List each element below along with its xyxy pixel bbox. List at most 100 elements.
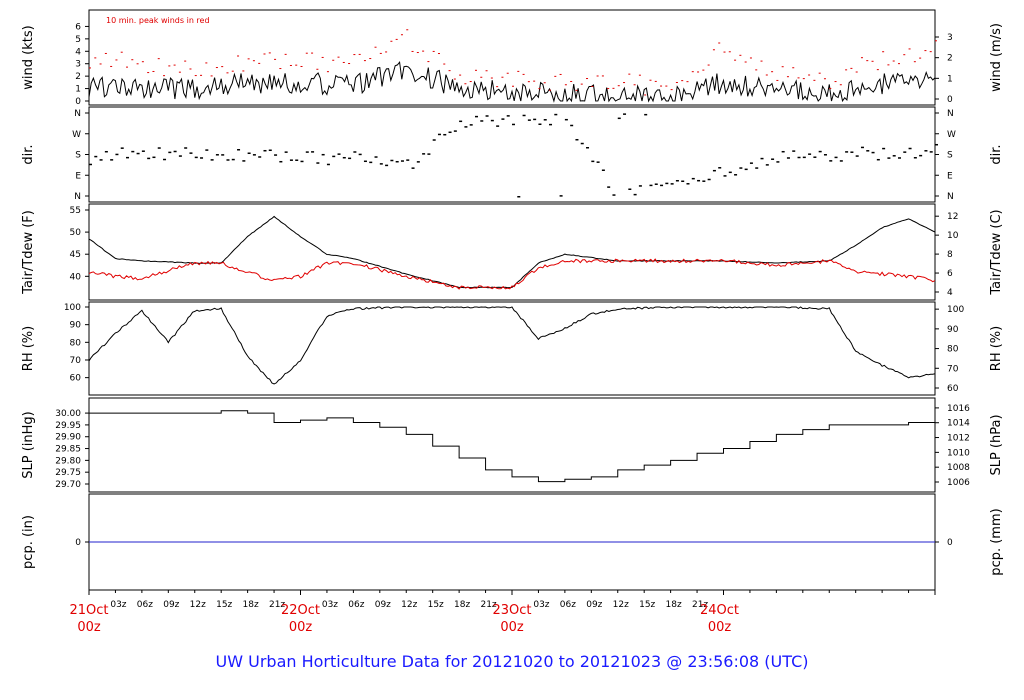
direction-point — [829, 160, 833, 162]
x-tick-label: 06z — [137, 600, 153, 610]
peak-wind-point — [221, 66, 224, 68]
peak-wind-point — [665, 85, 668, 87]
left-tick-label: 4 — [75, 47, 81, 57]
right-tick-label: W — [947, 130, 956, 140]
direction-point — [459, 120, 463, 123]
peak-wind-point — [131, 59, 134, 61]
direction-point — [644, 113, 648, 116]
peak-wind-point — [860, 57, 863, 59]
panel-5: pcp. (in) pcp. (mm) 0 0 — [21, 493, 1004, 591]
peak-wind-point — [617, 85, 620, 87]
direction-point — [723, 175, 727, 177]
peak-wind-point — [326, 71, 329, 73]
direction-point — [316, 162, 320, 164]
direction-point — [131, 150, 135, 153]
direction-point — [702, 180, 706, 182]
direction-point — [136, 152, 140, 155]
direction-point — [617, 117, 621, 120]
series-line-0 — [88, 215, 936, 289]
peak-wind-point — [908, 48, 911, 50]
x-tick-label: 21z — [269, 600, 285, 610]
peak-wind-point — [400, 34, 403, 36]
direction-point — [115, 153, 119, 156]
direction-point — [147, 157, 151, 160]
peak-wind-point — [623, 82, 626, 84]
direction-point — [485, 115, 489, 117]
direction-point — [760, 157, 764, 160]
left-tick-label: 70 — [70, 356, 82, 366]
x-tick-label: 12z — [190, 600, 206, 610]
peak-wind-point — [279, 68, 282, 70]
direction-point — [924, 150, 928, 152]
direction-point — [718, 167, 722, 169]
direction-point — [665, 182, 669, 185]
direction-point — [501, 118, 505, 120]
direction-point — [437, 133, 441, 136]
peak-wind-point — [675, 82, 678, 84]
direction-point — [786, 157, 790, 159]
direction-point — [697, 179, 701, 182]
peak-wind-point — [691, 71, 694, 73]
peak-wind-point — [353, 54, 356, 56]
peak-wind-point — [823, 78, 826, 80]
peak-wind-point — [882, 51, 885, 53]
direction-point — [929, 151, 933, 153]
peak-wind-point — [215, 67, 218, 69]
peak-wind-point — [723, 51, 726, 53]
direction-point — [654, 183, 658, 185]
peak-wind-point — [205, 62, 208, 64]
direction-point — [337, 153, 341, 155]
peak-wind-point — [422, 50, 425, 52]
x-tick-label: 03z — [110, 600, 126, 610]
right-tick-label: 80 — [947, 345, 959, 355]
peak-wind-point — [284, 53, 287, 55]
peak-wind-point — [200, 74, 203, 76]
direction-point — [628, 188, 632, 190]
x-tick-label: 03z — [533, 600, 549, 610]
peak-wind-point — [268, 52, 271, 54]
direction-point — [295, 159, 299, 161]
direction-point — [638, 185, 642, 187]
direction-point — [845, 151, 849, 153]
right-tick-label: 10 — [947, 231, 959, 241]
direction-point — [765, 164, 769, 166]
peak-wind-point — [538, 88, 541, 90]
x-tick-label: 15z — [216, 600, 232, 610]
peak-wind-point — [686, 81, 689, 83]
peak-wind-point — [660, 85, 663, 87]
direction-point — [601, 169, 605, 171]
x-tick-label: 18z — [454, 600, 470, 610]
x-major-date: 21Oct — [69, 603, 108, 618]
peak-wind-point — [601, 75, 604, 77]
left-tick-label: E — [75, 171, 81, 181]
right-tick-label: S — [947, 151, 953, 161]
left-tick-label: 45 — [70, 250, 81, 260]
direction-point — [734, 174, 738, 176]
direction-point — [173, 150, 177, 153]
peak-wind-point — [295, 64, 298, 66]
peak-wind-point — [633, 84, 636, 86]
x-major-hour: 00z — [289, 620, 313, 635]
direction-point — [448, 131, 452, 134]
direction-point — [369, 161, 373, 164]
x-tick-label: 06z — [560, 600, 576, 610]
direction-point — [755, 167, 759, 169]
direction-point — [194, 156, 198, 159]
right-tick-label: 1010 — [947, 448, 970, 458]
peak-wind-point — [289, 64, 292, 66]
peak-wind-point — [913, 61, 916, 63]
direction-point — [749, 162, 753, 164]
direction-point — [152, 156, 156, 159]
peak-wind-point — [845, 69, 848, 71]
right-tick-label: 1014 — [947, 419, 970, 429]
direction-point — [168, 151, 172, 154]
peak-wind-point — [448, 70, 451, 72]
direction-point — [882, 147, 886, 150]
peak-wind-point — [866, 60, 869, 62]
peak-wind-point — [300, 65, 303, 67]
peak-wind-point — [749, 57, 752, 59]
direction-point — [512, 123, 515, 126]
x-tick-label: 15z — [639, 600, 655, 610]
peak-wind-point — [839, 84, 842, 86]
